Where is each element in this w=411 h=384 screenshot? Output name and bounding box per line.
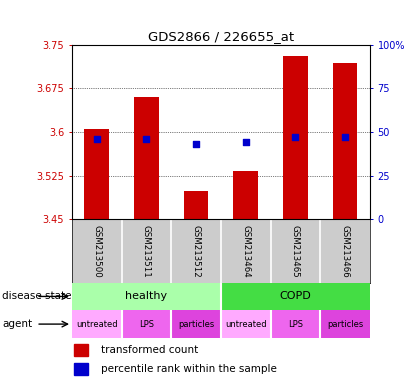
Bar [270, 310, 320, 338]
Point [242, 139, 249, 146]
Text: GSM213500: GSM213500 [92, 225, 101, 277]
Text: GSM213511: GSM213511 [142, 225, 151, 277]
Bar [171, 310, 221, 338]
Text: untreated: untreated [225, 319, 267, 329]
Text: LPS: LPS [139, 319, 154, 329]
Point [193, 141, 199, 147]
Bar [332, 63, 358, 219]
Point [93, 136, 100, 142]
Text: LPS: LPS [288, 319, 303, 329]
Bar [221, 283, 370, 310]
Text: agent: agent [2, 319, 32, 329]
Point [292, 134, 299, 140]
Bar [233, 171, 258, 219]
Text: percentile rank within the sample: percentile rank within the sample [101, 364, 277, 374]
Bar [184, 191, 208, 219]
Bar [221, 310, 270, 338]
Bar [72, 310, 122, 338]
Text: COPD: COPD [279, 291, 311, 301]
Text: GSM213464: GSM213464 [241, 225, 250, 277]
Bar [84, 129, 109, 219]
Point [143, 136, 150, 142]
Text: GSM213512: GSM213512 [192, 225, 201, 277]
Point [342, 134, 349, 140]
Bar [134, 97, 159, 219]
Bar [74, 363, 88, 376]
Bar [122, 310, 171, 338]
Text: transformed count: transformed count [101, 345, 198, 355]
Text: disease state: disease state [2, 291, 72, 301]
Bar [283, 56, 308, 219]
Text: GSM213466: GSM213466 [341, 225, 350, 277]
Title: GDS2866 / 226655_at: GDS2866 / 226655_at [148, 30, 294, 43]
Text: particles: particles [327, 319, 363, 329]
Text: particles: particles [178, 319, 214, 329]
Bar [320, 310, 370, 338]
Bar [74, 344, 88, 356]
Text: healthy: healthy [125, 291, 167, 301]
Bar [72, 283, 221, 310]
Text: untreated: untreated [76, 319, 118, 329]
Text: GSM213465: GSM213465 [291, 225, 300, 277]
